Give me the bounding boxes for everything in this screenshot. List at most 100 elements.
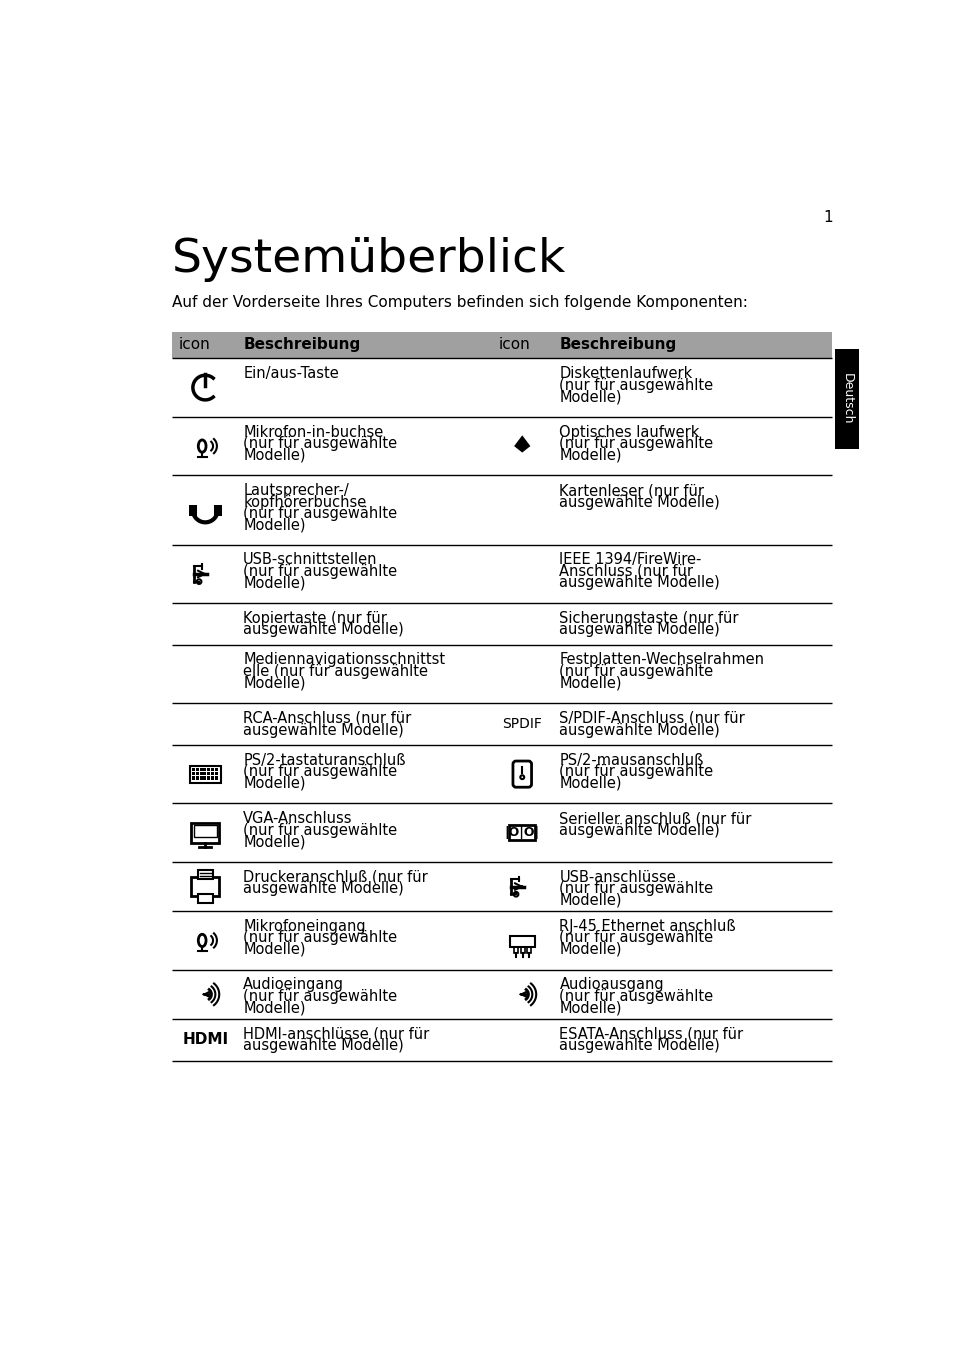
Text: USB-anschlüsse: USB-anschlüsse [558, 869, 676, 884]
Text: Ein/aus-Taste: Ein/aus-Taste [243, 366, 338, 381]
Text: ausgewählte Modelle): ausgewählte Modelle) [558, 1038, 720, 1053]
Bar [509, 826, 535, 841]
Text: icon: icon [498, 337, 530, 352]
Text: ausgewählte Modelle): ausgewählte Modelle) [558, 723, 720, 738]
Bar [214, 768, 217, 771]
Text: Druckeranschluß (nur für: Druckeranschluß (nur für [243, 869, 428, 884]
Bar [520, 946, 524, 953]
Text: Modelle): Modelle) [243, 942, 305, 957]
Text: Auf der Vorderseite Ihres Computers befinden sich folgende Komponenten:: Auf der Vorderseite Ihres Computers befi… [172, 296, 747, 311]
Bar [207, 768, 210, 771]
Bar [211, 776, 213, 779]
Text: RJ-45 Ethernet anschluß: RJ-45 Ethernet anschluß [558, 919, 736, 934]
Text: (nur für ausgewählte: (nur für ausgewählte [243, 507, 397, 522]
Text: Deutsch: Deutsch [840, 374, 853, 424]
Text: (nur für ausgewählte: (nur für ausgewählte [243, 823, 397, 838]
Text: icon: icon [178, 337, 210, 352]
Text: PS/2-mausanschluß: PS/2-mausanschluß [558, 753, 703, 768]
Text: S/PDIF-Anschluss (nur für: S/PDIF-Anschluss (nur für [558, 711, 744, 726]
Text: Modelle): Modelle) [243, 834, 305, 849]
Bar [192, 776, 194, 779]
Bar [197, 869, 213, 879]
Text: ausgewählte Modelle): ausgewählte Modelle) [558, 623, 720, 638]
Text: Modelle): Modelle) [243, 517, 305, 533]
Bar [195, 772, 198, 775]
Bar [192, 878, 219, 895]
Bar [193, 826, 216, 838]
Bar [514, 946, 517, 953]
Text: ausgewählte Modelle): ausgewählte Modelle) [558, 575, 720, 590]
Text: (nur für ausgewählte: (nur für ausgewählte [243, 764, 397, 779]
Text: kopfhörerbuchse: kopfhörerbuchse [243, 494, 366, 509]
Text: Modelle): Modelle) [558, 389, 621, 404]
Text: Beschreibung: Beschreibung [243, 337, 360, 352]
Bar [190, 765, 220, 783]
Text: Serieller anschluß (nur für: Serieller anschluß (nur für [558, 810, 751, 826]
Text: Festplatten-Wechselrahmen: Festplatten-Wechselrahmen [558, 653, 763, 668]
Text: Mikrofon-in-buchse: Mikrofon-in-buchse [243, 424, 383, 439]
Text: ausgewählte Modelle): ausgewählte Modelle) [558, 494, 720, 509]
Text: (nur für ausgewählte: (nur für ausgewählte [243, 437, 397, 452]
Text: ausgewählte Modelle): ausgewählte Modelle) [243, 882, 403, 897]
Polygon shape [514, 435, 530, 453]
Text: ausgewählte Modelle): ausgewählte Modelle) [243, 1038, 403, 1053]
Bar [203, 768, 206, 771]
Text: Modelle): Modelle) [243, 1001, 305, 1016]
Text: (nur für ausgewählte: (nur für ausgewählte [558, 882, 713, 897]
Text: HDMI-anschlüsse (nur für: HDMI-anschlüsse (nur für [243, 1027, 429, 1042]
Text: Audioausgang: Audioausgang [558, 977, 663, 993]
Text: Diskettenlaufwerk: Diskettenlaufwerk [558, 366, 692, 381]
Text: ausgewählte Modelle): ausgewählte Modelle) [243, 623, 403, 638]
Text: Anschluss (nur für: Anschluss (nur für [558, 564, 693, 579]
Text: Modelle): Modelle) [243, 675, 305, 690]
Text: Optisches laufwerk: Optisches laufwerk [558, 424, 700, 439]
Bar [189, 505, 196, 516]
Bar [211, 768, 213, 771]
Text: Modelle): Modelle) [243, 776, 305, 791]
Text: ausgewählte Modelle): ausgewählte Modelle) [558, 823, 720, 838]
Bar [203, 772, 206, 775]
Bar [211, 772, 213, 775]
Text: VGA-Anschluss: VGA-Anschluss [243, 810, 353, 826]
Text: SPDIF: SPDIF [502, 717, 541, 731]
Bar [203, 776, 206, 779]
Text: Modelle): Modelle) [558, 942, 621, 957]
Text: (nur für ausgewählte: (nur für ausgewählte [243, 564, 397, 579]
Bar [207, 772, 210, 775]
Text: |O|O|: |O|O| [504, 826, 539, 839]
Text: (nur für ausgewählte: (nur für ausgewählte [558, 378, 713, 393]
Text: Modelle): Modelle) [558, 448, 621, 463]
Text: (nur für ausgewählte: (nur für ausgewählte [558, 931, 713, 946]
Text: RCA-Anschluss (nur für: RCA-Anschluss (nur für [243, 711, 411, 726]
Text: USB-schnittstellen: USB-schnittstellen [243, 552, 377, 567]
Text: IEEE 1394/FireWire-: IEEE 1394/FireWire- [558, 552, 701, 567]
Text: ESATA-Anschluss (nur für: ESATA-Anschluss (nur für [558, 1027, 742, 1042]
Bar [192, 823, 219, 843]
Text: Modelle): Modelle) [558, 893, 621, 908]
Bar [195, 776, 198, 779]
Bar [195, 768, 198, 771]
Text: (nur für ausgewählte: (nur für ausgewählte [558, 664, 713, 679]
Text: PS/2-tastaturanschluß: PS/2-tastaturanschluß [243, 753, 405, 768]
Text: Mediennavigationsschnittst: Mediennavigationsschnittst [243, 653, 445, 668]
Text: Modelle): Modelle) [243, 448, 305, 463]
Text: (nur für ausgewählte: (nur für ausgewählte [558, 437, 713, 452]
Bar [213, 505, 221, 516]
Bar [199, 772, 202, 775]
Text: (nur für ausgewählte: (nur für ausgewählte [243, 931, 397, 946]
Text: Beschreibung: Beschreibung [558, 337, 676, 352]
Bar [172, 333, 831, 359]
Bar [197, 894, 213, 904]
Text: Kartenleser (nur für: Kartenleser (nur für [558, 483, 703, 498]
Text: Systemüberblick: Systemüberblick [172, 237, 566, 282]
Text: elle (nur für ausgewählte: elle (nur für ausgewählte [243, 664, 428, 679]
Bar [214, 772, 217, 775]
Text: Modelle): Modelle) [558, 1001, 621, 1016]
Text: 1: 1 [822, 211, 832, 226]
Text: Modelle): Modelle) [243, 575, 305, 590]
Text: Mikrofoneingang: Mikrofoneingang [243, 919, 366, 934]
Text: (nur für ausgewählte: (nur für ausgewählte [558, 988, 713, 1003]
Text: ausgewählte Modelle): ausgewählte Modelle) [243, 723, 403, 738]
Text: Modelle): Modelle) [558, 675, 621, 690]
Bar [192, 772, 194, 775]
